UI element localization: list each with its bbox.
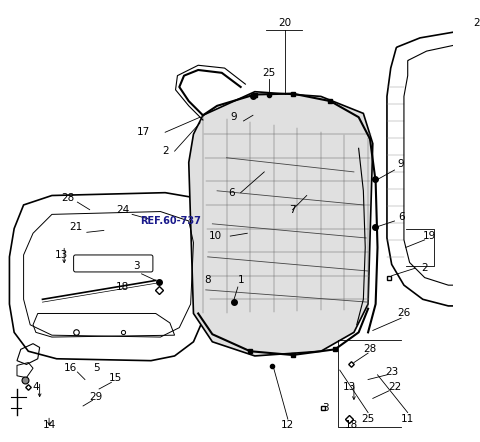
Text: 22: 22 [388,382,401,392]
Text: 25: 25 [263,68,276,78]
Text: 19: 19 [423,231,436,241]
Text: 5: 5 [93,363,99,373]
Text: 23: 23 [385,367,398,377]
Text: 28: 28 [61,193,74,203]
Text: 13: 13 [55,250,68,260]
Text: 21: 21 [69,221,82,232]
Polygon shape [189,91,373,356]
Text: 14: 14 [42,420,56,430]
Text: 25: 25 [361,414,375,424]
Text: 8: 8 [204,275,211,286]
Text: 6: 6 [228,188,235,198]
Text: 16: 16 [64,363,77,373]
Text: 2: 2 [162,146,168,156]
Text: 9: 9 [231,112,238,122]
Text: 24: 24 [116,205,129,215]
Text: 3: 3 [322,403,329,413]
Text: 2: 2 [421,263,428,273]
Text: 15: 15 [108,373,122,383]
Text: 7: 7 [289,205,296,215]
Text: 13: 13 [343,382,356,392]
Text: 10: 10 [209,231,222,241]
Text: 17: 17 [137,127,150,137]
Text: 1: 1 [237,275,244,286]
Text: 28: 28 [363,344,377,354]
Text: 9: 9 [398,160,405,169]
Text: 27: 27 [473,18,480,28]
Text: 11: 11 [401,414,414,424]
Text: 12: 12 [281,420,294,430]
Text: 26: 26 [397,309,410,319]
Text: REF.60-737: REF.60-737 [140,216,201,226]
Text: 29: 29 [90,392,103,401]
Text: 18: 18 [345,420,358,430]
Text: 6: 6 [398,212,405,222]
Text: 20: 20 [278,18,291,28]
Text: 4: 4 [33,382,39,392]
Text: 3: 3 [133,261,140,271]
Text: 18: 18 [116,282,129,292]
